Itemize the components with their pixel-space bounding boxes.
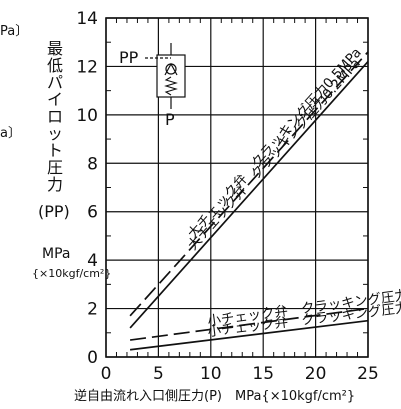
margin-fragment: a〕 <box>0 126 21 141</box>
y-axis-unit-alt: {×10kgf/cm²} <box>32 267 112 280</box>
ticks: 0 5 10 15 20 25 0 2 4 6 8 10 12 14 <box>76 9 378 384</box>
check-ball-icon <box>165 63 177 75</box>
valve-seat-icon <box>164 62 178 76</box>
y-tick-label: 4 <box>87 251 98 271</box>
y-axis-unit: MPa <box>42 246 71 262</box>
y-axis-label-symbol: (PP) <box>38 202 70 221</box>
pp-symbol-label: PP <box>119 48 139 67</box>
y-tick-label: 2 <box>87 300 98 320</box>
valve-symbol-icon: PPP <box>119 43 186 129</box>
x-tick-label: 10 <box>200 364 222 384</box>
series-line <box>129 307 369 341</box>
p-symbol-label: P <box>165 110 175 129</box>
y-tick-label: 12 <box>76 57 98 77</box>
margin-fragment: Pa〕 <box>0 24 29 39</box>
series-line <box>129 51 369 317</box>
x-tick-label: 20 <box>305 364 327 384</box>
x-tick-label: 15 <box>252 364 274 384</box>
x-axis-label: 逆自由流れ入口側圧力(P) MPa{×10kgf/cm²} <box>74 389 356 404</box>
y-tick-label: 6 <box>87 203 98 223</box>
x-tick-label: 5 <box>153 364 164 384</box>
y-tick-label: 14 <box>76 9 98 29</box>
x-tick-label: 25 <box>357 364 379 384</box>
y-axis-label: 最低パイロット圧力 <box>46 39 63 194</box>
x-tick-label: 0 <box>101 364 112 384</box>
y-tick-label: 10 <box>76 106 98 126</box>
series-line <box>129 61 369 329</box>
series-label: 大チェック弁 クラッキング圧力0.2MPa <box>185 55 364 253</box>
spring-icon <box>164 76 178 96</box>
y-tick-label: 8 <box>87 154 98 174</box>
series-line <box>130 319 369 351</box>
y-tick-label: 0 <box>87 348 98 368</box>
